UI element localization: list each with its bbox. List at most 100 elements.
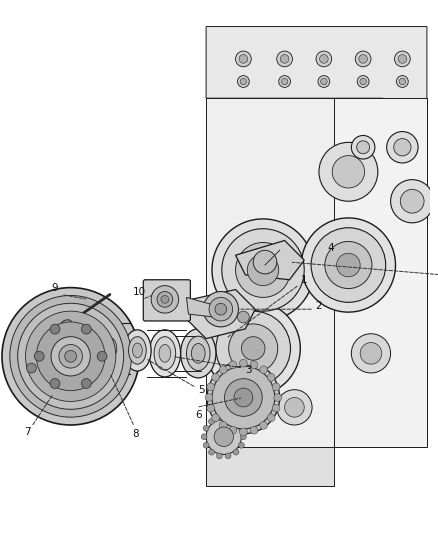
Circle shape bbox=[318, 76, 330, 87]
Circle shape bbox=[225, 378, 262, 416]
Circle shape bbox=[237, 311, 249, 323]
Circle shape bbox=[229, 324, 278, 373]
Circle shape bbox=[219, 366, 227, 374]
Circle shape bbox=[387, 132, 418, 163]
Circle shape bbox=[272, 383, 280, 391]
Circle shape bbox=[26, 363, 36, 373]
Circle shape bbox=[203, 292, 238, 327]
Circle shape bbox=[219, 422, 227, 429]
Text: 4: 4 bbox=[328, 244, 334, 253]
Circle shape bbox=[240, 434, 246, 440]
Circle shape bbox=[225, 415, 231, 421]
Circle shape bbox=[34, 351, 44, 361]
Circle shape bbox=[277, 51, 293, 67]
Ellipse shape bbox=[124, 330, 151, 371]
Polygon shape bbox=[334, 98, 427, 447]
Circle shape bbox=[203, 425, 209, 431]
Circle shape bbox=[267, 374, 275, 381]
Ellipse shape bbox=[149, 330, 180, 377]
Circle shape bbox=[81, 324, 91, 334]
Circle shape bbox=[398, 54, 407, 63]
Circle shape bbox=[157, 292, 173, 307]
Circle shape bbox=[25, 311, 116, 401]
Ellipse shape bbox=[129, 337, 146, 364]
Polygon shape bbox=[206, 447, 334, 486]
Ellipse shape bbox=[154, 337, 176, 370]
Circle shape bbox=[50, 378, 60, 389]
Circle shape bbox=[281, 78, 288, 85]
Circle shape bbox=[279, 76, 290, 87]
Polygon shape bbox=[236, 240, 304, 280]
Circle shape bbox=[260, 422, 268, 429]
Circle shape bbox=[267, 414, 275, 422]
Circle shape bbox=[360, 78, 366, 85]
Circle shape bbox=[355, 51, 371, 67]
Circle shape bbox=[206, 419, 241, 455]
Circle shape bbox=[212, 219, 314, 321]
Ellipse shape bbox=[187, 336, 210, 370]
Circle shape bbox=[250, 361, 258, 369]
Circle shape bbox=[236, 243, 290, 297]
Circle shape bbox=[215, 303, 227, 315]
Circle shape bbox=[337, 253, 360, 277]
Circle shape bbox=[320, 54, 328, 63]
Circle shape bbox=[216, 311, 290, 386]
Circle shape bbox=[316, 51, 332, 67]
Text: 3: 3 bbox=[245, 365, 251, 375]
Circle shape bbox=[260, 366, 268, 374]
Ellipse shape bbox=[191, 344, 205, 363]
Circle shape bbox=[201, 434, 207, 440]
Circle shape bbox=[357, 76, 369, 87]
Circle shape bbox=[391, 180, 434, 223]
Text: 1: 1 bbox=[301, 274, 307, 285]
Circle shape bbox=[233, 418, 239, 424]
Circle shape bbox=[399, 78, 406, 85]
Circle shape bbox=[81, 378, 91, 389]
Circle shape bbox=[311, 228, 386, 302]
Circle shape bbox=[240, 428, 247, 436]
Circle shape bbox=[216, 415, 223, 421]
Ellipse shape bbox=[132, 343, 142, 358]
Circle shape bbox=[161, 295, 169, 303]
Circle shape bbox=[205, 393, 213, 401]
Circle shape bbox=[229, 426, 237, 434]
Circle shape bbox=[151, 286, 179, 313]
Polygon shape bbox=[187, 289, 255, 338]
Circle shape bbox=[206, 301, 300, 395]
Circle shape bbox=[212, 366, 275, 429]
Circle shape bbox=[208, 449, 215, 455]
Circle shape bbox=[212, 414, 219, 422]
Ellipse shape bbox=[103, 337, 117, 359]
Circle shape bbox=[207, 383, 215, 391]
Circle shape bbox=[272, 404, 280, 412]
Circle shape bbox=[332, 156, 364, 188]
Text: 6: 6 bbox=[195, 410, 201, 420]
Circle shape bbox=[359, 54, 367, 63]
Text: 9: 9 bbox=[52, 282, 58, 293]
Circle shape bbox=[236, 51, 251, 67]
Circle shape bbox=[234, 388, 253, 407]
Circle shape bbox=[51, 337, 90, 376]
Circle shape bbox=[203, 442, 209, 448]
Text: 10: 10 bbox=[133, 287, 146, 296]
Ellipse shape bbox=[159, 344, 171, 362]
Text: 8: 8 bbox=[132, 429, 139, 439]
Ellipse shape bbox=[98, 330, 122, 367]
Text: 7: 7 bbox=[24, 427, 31, 437]
Circle shape bbox=[209, 297, 233, 321]
Circle shape bbox=[325, 241, 372, 288]
Circle shape bbox=[18, 303, 124, 409]
Polygon shape bbox=[187, 297, 214, 317]
Circle shape bbox=[208, 418, 215, 424]
Ellipse shape bbox=[60, 320, 72, 331]
Circle shape bbox=[360, 343, 382, 364]
Ellipse shape bbox=[180, 329, 216, 378]
Circle shape bbox=[301, 218, 396, 312]
Circle shape bbox=[240, 359, 247, 367]
Circle shape bbox=[10, 295, 131, 417]
Polygon shape bbox=[206, 27, 427, 172]
Circle shape bbox=[216, 453, 223, 459]
Circle shape bbox=[240, 78, 247, 85]
Circle shape bbox=[207, 404, 215, 412]
FancyBboxPatch shape bbox=[143, 280, 191, 321]
